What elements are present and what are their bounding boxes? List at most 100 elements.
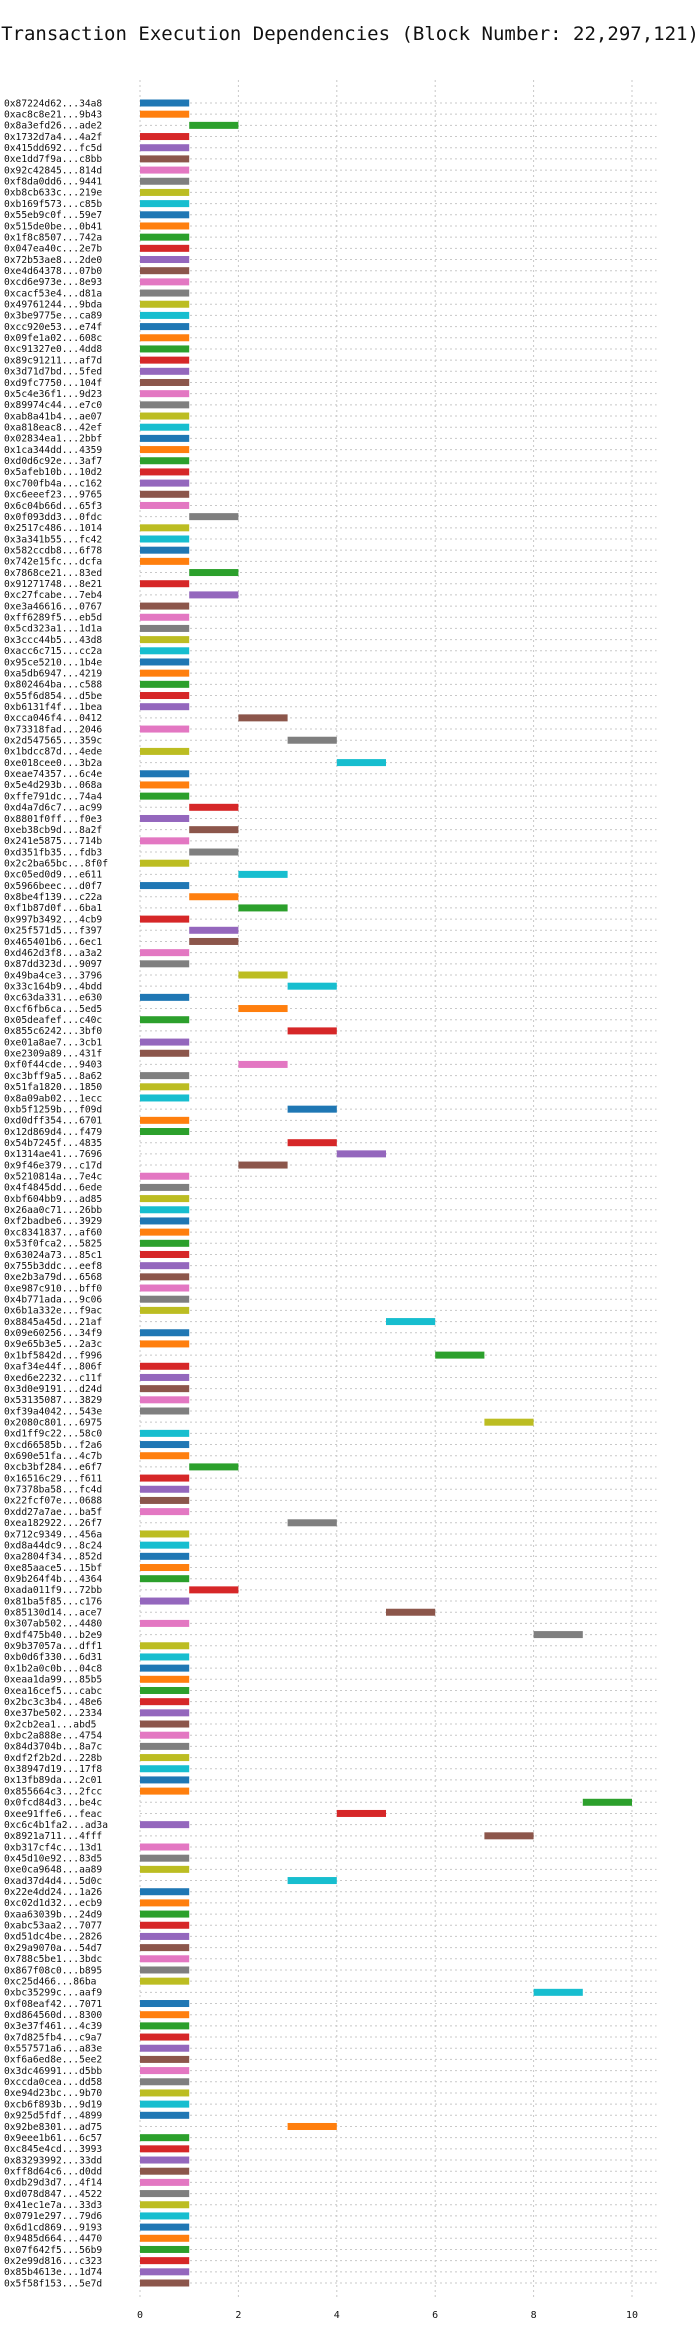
transaction-label: 0x2d547565...359c [4,736,102,747]
transaction-bar [189,826,239,834]
transaction-label: 0x1f8c8507...742a [4,232,102,243]
transaction-bar [140,1754,190,1762]
transaction-label: 0xabc53aa2...7077 [4,1921,102,1932]
transaction-bar [140,1664,190,1672]
transaction-label: 0x1bf5842d...f996 [4,1350,102,1361]
transaction-label: 0xd864560d...8300 [4,2010,102,2021]
transaction-bar [140,535,190,543]
transaction-label: 0x9f46e379...c17d [4,1160,102,1171]
transaction-label: 0x8921a711...4fff [4,1831,102,1842]
transaction-label: 0x29a9070a...54d7 [4,1943,102,1954]
transaction-bar [238,904,288,912]
transaction-bar [140,479,190,487]
transaction-bar [287,1139,337,1147]
x-tick-label: 6 [432,2310,438,2321]
transaction-bar [140,1888,190,1896]
transaction-bar [140,311,190,319]
transaction-bar [140,110,190,118]
transaction-label: 0x53f0fca2...5825 [4,1239,102,1250]
transaction-label: 0x3dc46991...d5bb [4,2066,102,2077]
transaction-label: 0xc6c4b1fa2...ad3a [4,1820,108,1831]
transaction-bar [140,1564,190,1572]
transaction-label: 0x5210814a...7e4c [4,1172,102,1183]
transaction-label: 0xea16cef5...cabc [4,1686,102,1697]
transaction-bar [140,1530,190,1538]
transaction-label: 0x2c2ba65bc...8f0f [4,859,108,870]
transaction-label: 0x788c5be1...3bdc [4,1954,102,1965]
transaction-label: 0xc8341837...af60 [4,1227,102,1238]
transaction-label: 0x690e51fa...4c7b [4,1451,102,1462]
transaction-bar [140,1597,190,1605]
transaction-bar [140,1787,190,1795]
transaction-bar [140,1250,190,1258]
transaction-label: 0xe2b3a79d...6568 [4,1272,102,1283]
x-tick-label: 4 [334,2310,340,2321]
transaction-label: 0xbc2a888e...4754 [4,1731,102,1742]
transaction-bar [140,2055,190,2063]
transaction-bar [140,524,190,532]
transaction-bar [140,99,190,107]
transaction-label: 0xee91ffe6...feac [4,1809,102,1820]
transaction-label: 0x38947d19...17f8 [4,1764,102,1775]
transaction-bar [140,155,190,163]
transaction-bar [336,759,386,767]
transaction-bar [140,2044,190,2052]
transaction-bar [140,1977,190,1985]
transaction-bar [140,256,190,264]
transaction-label: 0x712c9349...456a [4,1529,102,1540]
transaction-bar [140,859,190,867]
transaction-label: 0x49761244...9bda [4,300,102,311]
transaction-label: 0xbc35299c...aaf9 [4,1988,102,1999]
transaction-label: 0x867f08c0...b895 [4,1965,102,1976]
transaction-bar [140,2145,190,2153]
transaction-label: 0xd4a7d6c7...ac99 [4,803,102,814]
transaction-bar [484,1418,534,1426]
transaction-label: 0x6b1a332e...f9ac [4,1306,102,1317]
transaction-label: 0x925d5fdf...4899 [4,2111,102,2122]
transaction-label: 0x5f58f153...5e7d [4,2278,102,2289]
transaction-bar [140,401,190,409]
transaction-label: 0x4f4845dd...6ede [4,1183,102,1194]
transaction-bar [140,658,190,666]
transaction-bar [140,323,190,331]
transaction-bar [140,356,190,364]
transaction-bar [140,501,190,509]
transaction-label: 0x415dd692...fc5d [4,143,102,154]
transaction-label: 0x45d10e92...83d5 [4,1853,102,1864]
transaction-label: 0x3be9775e...ca89 [4,311,102,322]
transaction-label: 0x85b4613e...1d74 [4,2267,102,2278]
transaction-label: 0x83293992...33dd [4,2155,102,2166]
transaction-label: 0x5afeb10b...10d2 [4,467,102,478]
transaction-bar [140,1038,190,1046]
transaction-bar [140,1776,190,1784]
transaction-bar [238,870,288,878]
transaction-bar [140,1407,190,1415]
transaction-label: 0x3d71d7bd...5fed [4,367,102,378]
transaction-bar [140,1340,190,1348]
transaction-bar [140,378,190,386]
transaction-bar [140,2089,190,2097]
transaction-label: 0x2cb2ea1...abd5 [4,1719,96,1730]
transaction-label: 0xc3bff9a5...8a62 [4,1071,102,1082]
transaction-label: 0xb5f1259b...f09d [4,1104,102,1115]
transaction-label: 0xaa63039b...24d9 [4,1909,102,1920]
transaction-label: 0xcd6e973e...8e93 [4,277,102,288]
transaction-label: 0xed6e2232...c11f [4,1373,102,1384]
transaction-label: 0x85130d14...ace7 [4,1608,102,1619]
transaction-label: 0x73318fad...2046 [4,724,102,735]
transaction-bar [140,1385,190,1393]
grid-lines [139,80,657,2300]
transaction-bar [140,949,190,957]
transaction-label: 0x557571a6...a83e [4,2044,102,2055]
transaction-bar [189,893,239,901]
transaction-label: 0xc27fcabe...7eb4 [4,590,102,601]
transaction-bar [238,1060,288,1068]
transaction-label: 0x72b53ae8...2de0 [4,255,102,266]
transaction-label: 0x802464ba...c588 [4,680,102,691]
transaction-label: 0xd51dc4be...2826 [4,1932,102,1943]
transaction-bar [140,188,190,196]
transaction-bar [336,1150,386,1158]
transaction-label: 0xa2804f34...852d [4,1552,102,1563]
transaction-bar [140,1273,190,1281]
transaction-bar [386,1318,436,1326]
